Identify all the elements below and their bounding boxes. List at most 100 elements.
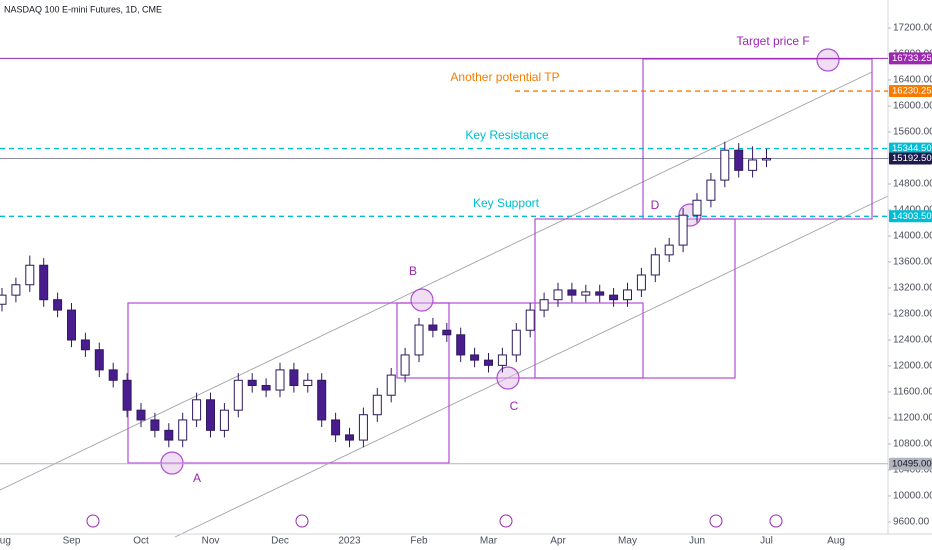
candle-body (511, 329, 521, 356)
level-name: Target price F (736, 34, 809, 48)
level-name: Key Resistance (465, 128, 549, 142)
x-tick-label: Dec (271, 536, 289, 547)
candle-body (233, 379, 243, 411)
y-tick-label: 14800.00 (893, 179, 932, 190)
candle-body (108, 369, 118, 381)
candle-body (678, 214, 688, 246)
candle-body (0, 294, 7, 305)
candle-body (150, 419, 160, 431)
candle-body (484, 359, 493, 366)
candle-body (358, 414, 368, 441)
candle-body (372, 394, 382, 416)
candle-body (39, 264, 49, 301)
chart-title: NASDAQ 100 E-mini Futures, 1D, CME (4, 4, 162, 14)
event-icons (86, 514, 783, 528)
candle-body (53, 299, 63, 311)
candles (0, 141, 771, 448)
pivot-circle (496, 366, 520, 390)
candle-body (317, 379, 327, 421)
candle-body (261, 384, 271, 391)
event-icon[interactable] (499, 514, 513, 528)
candle-body (609, 294, 619, 301)
range-box (642, 58, 873, 220)
candle-body (94, 349, 104, 371)
candle-body (595, 291, 605, 296)
price-label-bg (889, 142, 932, 155)
candle-body (275, 369, 285, 391)
y-tick-label: 13600.00 (893, 257, 932, 268)
candle-body (748, 159, 758, 171)
candle-body (456, 334, 466, 356)
candle-body (734, 149, 744, 171)
price-label-bg (889, 152, 932, 165)
event-icon[interactable] (769, 514, 783, 528)
candle-body (706, 179, 716, 201)
candle-body (136, 409, 146, 421)
y-tick-label: 14000.00 (893, 231, 932, 242)
x-tick-label: 2023 (338, 536, 361, 547)
candle-body (650, 254, 660, 276)
x-tick-label: Oct (133, 536, 149, 547)
price-label: 15192.50 (892, 153, 932, 164)
candle-body (192, 399, 202, 421)
candle-body (164, 429, 174, 441)
candle-body (247, 379, 257, 386)
price-label-bg (889, 52, 932, 65)
candle-body (67, 309, 76, 341)
price-label-bg (889, 457, 932, 470)
x-tick-label: Jul (760, 536, 773, 547)
x-tick-label: Feb (410, 536, 428, 547)
event-icon[interactable] (86, 514, 100, 528)
candle-body (525, 309, 535, 331)
candle-body (762, 157, 771, 161)
x-tick-label: Apr (550, 536, 566, 547)
candle-body (442, 329, 452, 336)
candle-body (11, 284, 21, 296)
candle-body (345, 434, 354, 441)
price-label: 10495.00 (892, 458, 932, 469)
price-label: 16230.25 (892, 86, 932, 97)
candle-body (720, 149, 730, 181)
candle-body (414, 324, 424, 356)
y-tick-label: 9600.00 (893, 517, 930, 528)
candle-body (664, 244, 674, 256)
y-tick-label: 10000.00 (893, 491, 932, 502)
pivot-circle (410, 288, 434, 312)
candle-body (178, 419, 188, 441)
candle-body (206, 399, 215, 431)
x-tick-label: Aug (827, 536, 845, 547)
y-tick-label: 10400.00 (893, 465, 932, 476)
candle-body (692, 199, 702, 216)
event-icon[interactable] (295, 514, 309, 528)
y-tick-label: 17200.00 (893, 23, 932, 34)
pivot-circle (816, 48, 840, 72)
channel-lower (174, 195, 889, 538)
y-tick-label: 15600.00 (893, 127, 932, 138)
level-name: Another potential TP (450, 70, 559, 84)
candle-body (581, 291, 591, 296)
candle-body (470, 354, 480, 361)
candle-body (428, 324, 438, 331)
candle-body (623, 289, 632, 301)
level-name: Key Support (473, 196, 540, 210)
candle-body (25, 264, 35, 286)
candle-body (80, 339, 90, 351)
y-tick-label: 13200.00 (893, 283, 932, 294)
price-label-bg (889, 85, 932, 98)
annotation: B (409, 264, 417, 278)
annotation: C (510, 399, 519, 413)
price-label: 14303.50 (892, 211, 932, 222)
y-tick-label: 16000.00 (893, 101, 932, 112)
x-tick-label: Jun (689, 536, 705, 547)
x-tick-label: Mar (480, 536, 498, 547)
event-icon[interactable] (709, 514, 723, 528)
price-label: 15344.50 (892, 143, 932, 154)
y-tick-label: 12800.00 (893, 309, 932, 320)
candle-body (219, 409, 229, 431)
pivot-circle (160, 451, 184, 475)
y-tick-label: 11600.00 (893, 387, 932, 398)
range-box (396, 302, 644, 379)
candle-body (289, 369, 299, 386)
y-tick-label: 12400.00 (893, 335, 932, 346)
